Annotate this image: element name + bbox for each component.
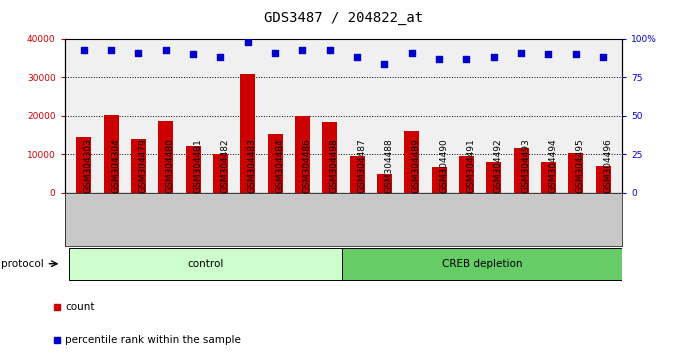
Bar (103, 115, 118, 193)
Point (242, 39, 253, 45)
Point (379, 61, 390, 67)
Bar (131, 139, 146, 193)
Bar (322, 122, 337, 193)
Bar (76, 137, 91, 193)
Point (78, 47, 89, 52)
Bar (342, 248, 622, 280)
Text: count: count (65, 302, 95, 312)
Bar (377, 174, 392, 193)
Bar (486, 162, 501, 193)
Bar (404, 131, 420, 193)
Point (598, 55, 609, 60)
Bar (459, 156, 474, 193)
Text: GDS3487 / 204822_at: GDS3487 / 204822_at (264, 11, 423, 25)
Bar (513, 148, 528, 193)
Bar (213, 154, 228, 193)
Point (324, 47, 335, 52)
Bar (350, 156, 364, 193)
Text: CREB depletion: CREB depletion (442, 259, 522, 269)
Point (543, 52, 554, 57)
Bar (596, 166, 611, 193)
Text: protocol: protocol (1, 259, 44, 269)
Point (133, 50, 144, 56)
Point (461, 56, 472, 62)
Bar (186, 146, 201, 193)
Bar (541, 162, 556, 193)
Bar (69, 248, 342, 280)
Bar (295, 115, 310, 193)
Text: percentile rank within the sample: percentile rank within the sample (65, 335, 241, 344)
Point (270, 50, 281, 56)
Point (488, 55, 499, 60)
Point (105, 47, 116, 52)
Point (515, 50, 526, 56)
Text: control: control (187, 259, 224, 269)
Point (434, 56, 445, 62)
Bar (432, 167, 447, 193)
Point (160, 47, 171, 52)
Point (406, 50, 417, 56)
Point (188, 52, 199, 57)
Bar (158, 121, 173, 193)
Bar (240, 74, 255, 193)
Bar (267, 135, 283, 193)
Point (215, 55, 226, 60)
Point (297, 47, 308, 52)
Bar (568, 153, 583, 193)
Point (571, 52, 581, 57)
Point (352, 55, 362, 60)
